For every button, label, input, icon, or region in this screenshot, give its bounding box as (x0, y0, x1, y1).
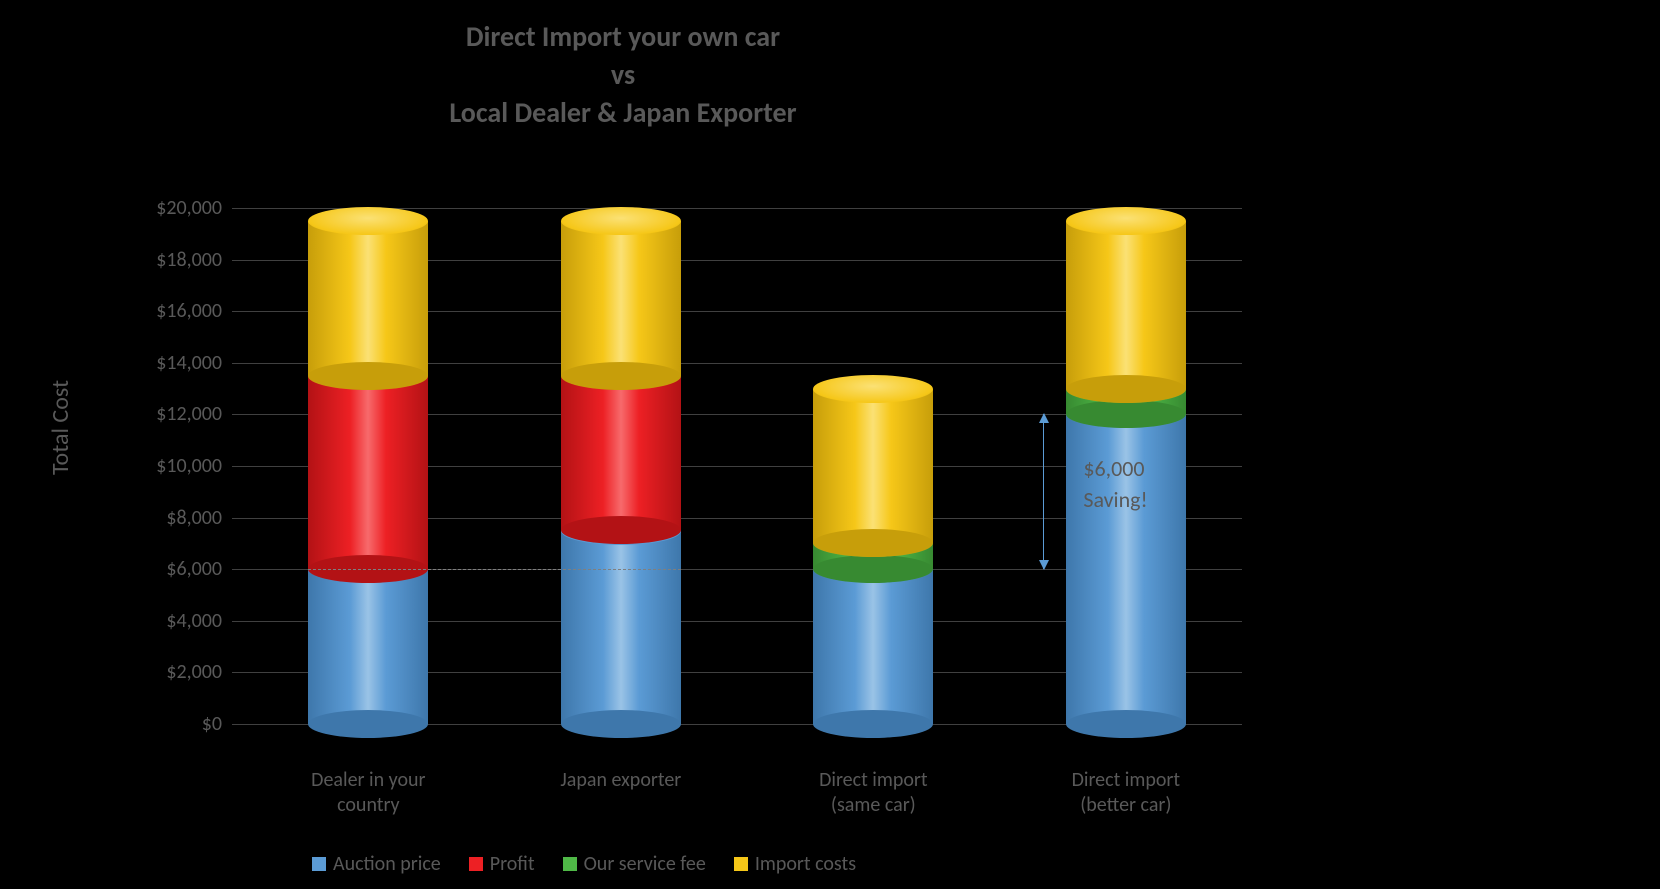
y-tick-label: $20,000 (156, 196, 232, 220)
y-tick-label: $10,000 (156, 454, 232, 478)
title-line-2: vs (0, 56, 1246, 94)
legend-swatch (312, 857, 326, 871)
bar-segment-profit (561, 376, 681, 531)
annotation: Saving! (1083, 486, 1147, 513)
bar-segment-auction (308, 569, 428, 724)
legend-label: Import costs (755, 852, 856, 876)
legend-swatch (734, 857, 748, 871)
legend-swatch (563, 857, 577, 871)
category-label: Direct import(better car) (1021, 724, 1231, 818)
legend-item: Our service fee (563, 852, 706, 876)
legend-label: Profit (490, 852, 535, 876)
legend-label: Auction price (333, 852, 441, 876)
title-line-3: Local Dealer & Japan Exporter (0, 94, 1246, 132)
cost-comparison-chart: Direct Import your own car vs Local Deal… (0, 0, 1660, 889)
annotation: $6,000 (1083, 455, 1144, 482)
chart-title: Direct Import your own car vs Local Deal… (0, 18, 1246, 131)
category-label: Dealer in yourcountry (263, 724, 473, 818)
y-tick-label: $18,000 (156, 248, 232, 272)
bar-segment-auction (813, 569, 933, 724)
legend-item: Import costs (734, 852, 856, 876)
y-tick-label: $16,000 (156, 299, 232, 323)
plot-area: $0$2,000$4,000$6,000$8,000$10,000$12,000… (232, 208, 1242, 724)
bar-segment-profit (308, 376, 428, 570)
y-tick-label: $2,000 (166, 660, 232, 684)
category-label: Direct import(same car) (768, 724, 978, 818)
bar-column (813, 208, 933, 724)
guide-line (308, 569, 681, 570)
y-tick-label: $6,000 (166, 557, 232, 581)
bar-column (308, 208, 428, 724)
savings-arrow (1043, 414, 1044, 569)
bar-column (561, 208, 681, 724)
y-tick-label: $14,000 (156, 351, 232, 375)
bar-segment-import (1066, 221, 1186, 389)
legend-label: Our service fee (584, 852, 706, 876)
y-axis-label: Total Cost (46, 380, 75, 475)
y-tick-label: $0 (202, 712, 232, 736)
bar-segment-import (813, 389, 933, 544)
legend-item: Auction price (312, 852, 441, 876)
legend-swatch (469, 857, 483, 871)
legend-item: Profit (469, 852, 535, 876)
title-line-1: Direct Import your own car (0, 18, 1246, 56)
y-tick-label: $8,000 (166, 506, 232, 530)
bar-segment-import (561, 221, 681, 376)
y-tick-label: $12,000 (156, 402, 232, 426)
bar-segment-auction (561, 531, 681, 725)
y-tick-label: $4,000 (166, 609, 232, 633)
legend: Auction price Profit Our service fee Import… (312, 852, 856, 876)
bar-segment-import (308, 221, 428, 376)
